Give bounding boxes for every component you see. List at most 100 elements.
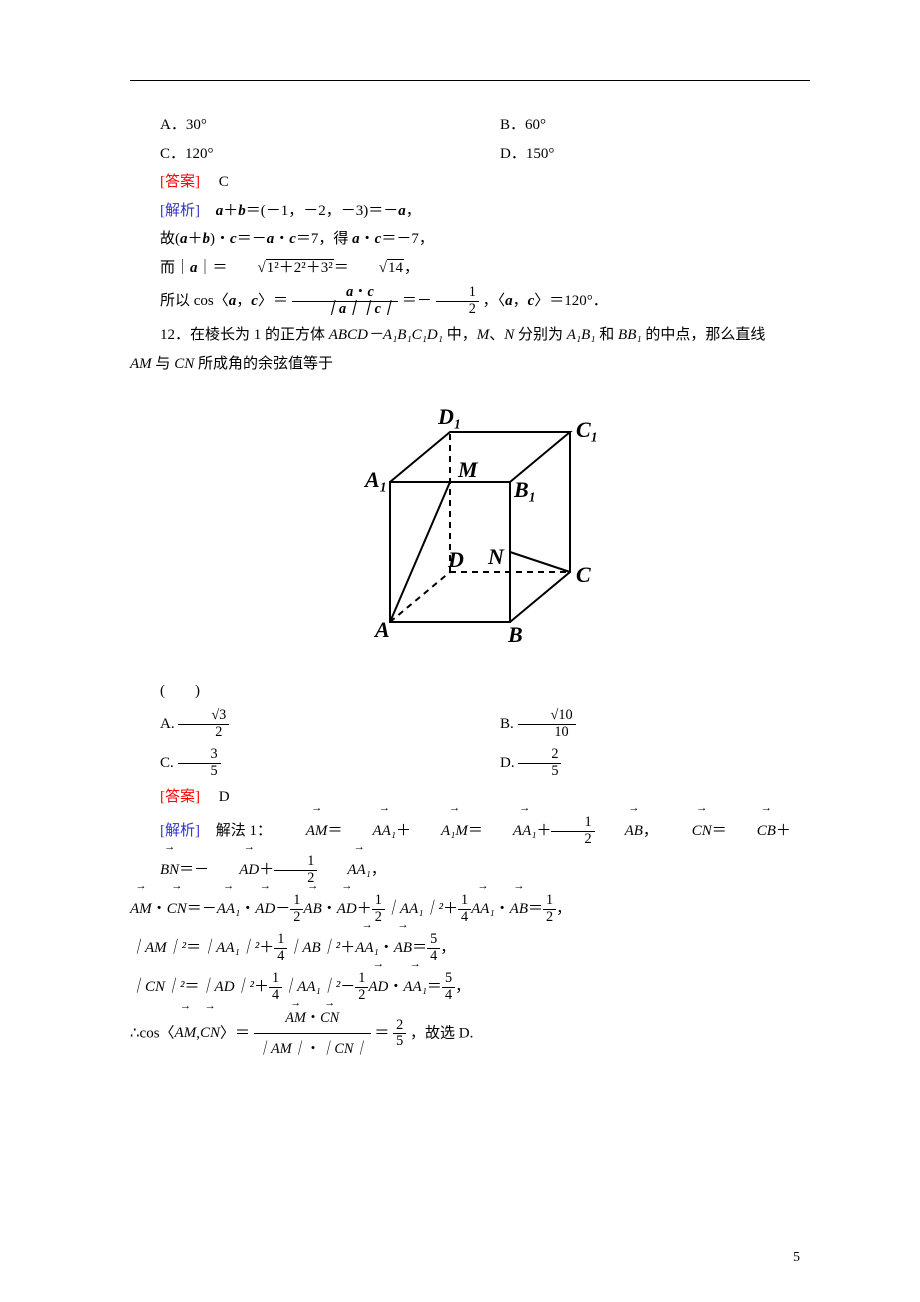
top-rule xyxy=(130,80,810,81)
cube-svg: A B C D A₁ B₁ C₁ D₁ M N xyxy=(330,392,610,652)
t: 〉＝ xyxy=(220,1025,250,1041)
d: 2 xyxy=(290,909,303,926)
vec: AB xyxy=(510,890,528,929)
line-am xyxy=(390,482,450,622)
frac: √1010 xyxy=(518,708,576,740)
answer-value: C xyxy=(219,174,229,190)
frac-final: AM・CN ｜AM｜・｜CN｜ xyxy=(254,1007,371,1062)
label-c: C xyxy=(576,562,591,587)
lbl: D. xyxy=(500,755,515,771)
t: ｜AA₁｜² xyxy=(282,979,340,995)
q12-m3: ｜AM｜²＝｜AA₁｜²＋14｜AB｜²＋AA₁・AB＝54， xyxy=(130,929,810,968)
q12-paren: ( ) xyxy=(130,677,810,706)
d: ｜AM｜ xyxy=(257,1041,306,1057)
q11-options-row1: A．30° B．60° xyxy=(130,111,810,140)
label-c1: C₁ xyxy=(576,417,598,442)
q11-analysis-2: 故(a＋b)・c＝－a・c＝7，得 a・c＝－7， xyxy=(130,225,810,254)
eq: ＝(－1，－2，－3)＝－ xyxy=(246,203,399,219)
t: ＝7，得 xyxy=(296,231,352,247)
label-b1: B₁ xyxy=(513,477,536,502)
d: 4 xyxy=(458,909,471,926)
answer-label: [答案] xyxy=(160,789,200,805)
t: ，故选 D. xyxy=(410,1025,473,1041)
frac: √32 xyxy=(178,708,229,740)
t: ＝ xyxy=(412,940,427,956)
q12-stem-1: 12．在棱长为 1 的正方体 ABCD－A₁B₁C₁D₁ 中，M、N 分别为 A… xyxy=(130,321,810,350)
t: ＝ xyxy=(334,260,349,276)
v-a: a xyxy=(190,260,198,276)
v-c: c xyxy=(289,231,296,247)
frac: 54 xyxy=(427,932,440,964)
frac: 14 xyxy=(274,932,287,964)
vec: AD xyxy=(337,890,357,929)
d: 2 xyxy=(551,831,594,848)
n: 1 xyxy=(543,893,556,909)
t: 的中点，那么直线 xyxy=(642,327,766,343)
label-d1: D₁ xyxy=(437,404,462,429)
sqrt: 1²＋2²＋3² xyxy=(228,254,334,283)
v-a2: a xyxy=(398,203,406,219)
vec: AM xyxy=(175,1009,197,1057)
t: ＝－ xyxy=(237,231,267,247)
d: 5 xyxy=(518,763,561,780)
answer-label: [答案] xyxy=(160,174,200,190)
t: 而｜ xyxy=(160,260,190,276)
label-m: M xyxy=(457,457,479,482)
vec: AA₁ xyxy=(403,968,427,1007)
vec: AD xyxy=(255,890,275,929)
am: AM xyxy=(130,356,152,372)
t: ＋ xyxy=(536,823,551,839)
t: ・ xyxy=(274,231,289,247)
t: ， xyxy=(440,940,455,956)
t: 所成角的余弦值等于 xyxy=(194,356,333,372)
sqrt14: 14 xyxy=(349,254,404,283)
n: CN xyxy=(320,1007,339,1030)
d: 2 xyxy=(436,301,479,318)
frac: 12 xyxy=(543,893,556,925)
q12-m4: ｜CN｜²＝｜AD｜²＋14｜AA₁｜²－12AD・AA₁＝54， xyxy=(130,968,810,1007)
label-a1: A₁ xyxy=(363,467,387,492)
t: ＝ xyxy=(327,823,342,839)
t: ∴cos〈 xyxy=(130,1025,175,1041)
n: 2 xyxy=(518,747,561,763)
t: ｜AA₁｜² xyxy=(201,940,259,956)
t: － xyxy=(275,901,290,917)
analysis-label: [解析] xyxy=(160,823,200,839)
t: ＋ xyxy=(357,901,372,917)
lbl: C. xyxy=(160,755,174,771)
right-edge xyxy=(510,432,570,622)
radicand: 14 xyxy=(387,259,404,276)
d: ・ xyxy=(306,1041,320,1057)
t: ＝－7， xyxy=(381,231,434,247)
q12-option-d: D. 25 xyxy=(470,744,810,783)
frac-half: 12 xyxy=(436,285,479,317)
frac: 12 xyxy=(290,893,303,925)
vec: AD xyxy=(368,968,388,1007)
label-d: D xyxy=(447,547,464,572)
q12-option-c: C. 35 xyxy=(130,744,470,783)
d: 2 xyxy=(178,724,229,741)
n: 5 xyxy=(442,971,455,987)
d: 10 xyxy=(518,724,576,741)
q11-answer-line: [答案] C xyxy=(130,168,810,197)
d: 4 xyxy=(269,987,282,1004)
t: ｜AM｜² xyxy=(130,940,186,956)
t: ＝－ xyxy=(187,901,217,917)
vec: AM xyxy=(130,890,152,929)
t: ， xyxy=(643,823,658,839)
vec: CN xyxy=(200,1009,220,1057)
t: ＝－ xyxy=(179,862,209,878)
t: － xyxy=(340,979,355,995)
q12-m1: [解析] 解法 1： AM＝AA₁＋A₁M＝AA₁＋12AB， CN＝CB＋BN… xyxy=(130,812,810,890)
t: ， xyxy=(556,901,571,917)
t: )・ xyxy=(210,231,230,247)
t: ＝ xyxy=(427,979,442,995)
n: 1 xyxy=(551,815,594,831)
t: ＝ xyxy=(374,1025,389,1041)
vec: AB xyxy=(595,812,643,851)
n: 2 xyxy=(393,1018,406,1034)
label-a: A xyxy=(373,617,390,642)
method: 解法 1： xyxy=(216,823,272,839)
v-c: c xyxy=(251,293,258,309)
t: ＋ xyxy=(254,979,269,995)
